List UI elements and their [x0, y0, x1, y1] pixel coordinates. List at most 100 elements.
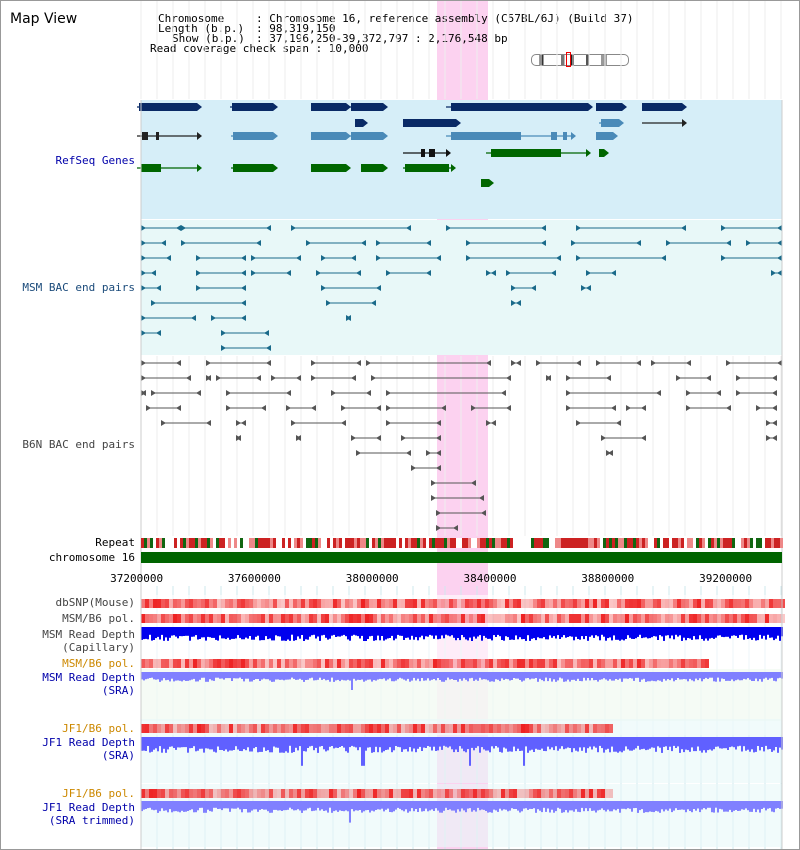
- depth-bar: [595, 627, 597, 636]
- track-label-dbsnp[interactable]: dbSNP(Mouse): [55, 596, 135, 609]
- depth-bar: [187, 801, 189, 811]
- heat-cell: [729, 614, 733, 623]
- depth-bar: [681, 801, 683, 810]
- depth-bar: [603, 627, 605, 637]
- depth-bar: [141, 627, 143, 640]
- bac-end: [236, 435, 241, 441]
- depth-bar: [195, 737, 197, 752]
- depth-bar: [569, 801, 571, 811]
- depth-bar: [243, 672, 245, 682]
- repeat-segment: [513, 538, 516, 548]
- depth-bar: [317, 672, 319, 680]
- depth-bar: [557, 627, 559, 636]
- depth-bar: [223, 801, 225, 809]
- heat-cell: [465, 724, 469, 733]
- depth-bar: [291, 737, 293, 753]
- heat-cell: [465, 599, 469, 608]
- depth-bar: [611, 627, 613, 641]
- heat-cell: [349, 599, 353, 608]
- depth-bar: [453, 672, 455, 680]
- depth-bar: [317, 627, 319, 637]
- depth-bar: [363, 672, 365, 682]
- depth-bar: [421, 672, 423, 678]
- heat-cell: [461, 789, 465, 798]
- depth-bar: [229, 672, 231, 679]
- heat-cell: [505, 659, 509, 668]
- repeat-segment: [384, 538, 387, 548]
- repeat-track[interactable]: [141, 538, 783, 548]
- heat-cell: [185, 724, 189, 733]
- depth-bar: [735, 801, 737, 810]
- depth-bar: [763, 627, 765, 636]
- track-label-msm-depth-sra[interactable]: MSM Read Depth: [42, 671, 135, 684]
- heat-cell: [253, 599, 257, 608]
- depth-bar: [217, 801, 219, 809]
- depth-bar: [315, 737, 317, 748]
- depth-bar: [571, 672, 573, 680]
- repeat-segment: [780, 538, 783, 548]
- depth-bar: [401, 737, 403, 752]
- depth-bar: [177, 672, 179, 681]
- track-label-msm-depth-capillary[interactable]: MSM Read Depth: [42, 628, 135, 641]
- track-label-msm-b6-pol-sra[interactable]: MSM/B6 pol.: [62, 657, 135, 670]
- heat-cell: [601, 599, 605, 608]
- depth-bar: [387, 801, 389, 809]
- depth-bar: [687, 737, 689, 751]
- depth-bar: [463, 627, 465, 638]
- depth-bar: [633, 672, 635, 681]
- track-label-jf1-b6-pol[interactable]: JF1/B6 pol.: [62, 722, 135, 735]
- track-label-msm-bac[interactable]: MSM BAC end pairs: [22, 281, 135, 294]
- heat-cell: [213, 614, 217, 623]
- depth-bar: [151, 672, 153, 678]
- depth-bar: [485, 801, 487, 811]
- depth-bar: [225, 737, 227, 750]
- repeat-segment: [750, 538, 753, 548]
- repeat-segment: [198, 538, 201, 548]
- heat-cell: [569, 599, 573, 608]
- repeat-segment: [201, 538, 204, 548]
- depth-bar: [615, 672, 617, 679]
- depth-bar: [769, 801, 771, 809]
- track-label-jf1-depth-sra[interactable]: JF1 Read Depth: [42, 736, 135, 749]
- depth-bar: [439, 737, 441, 747]
- heat-cell: [573, 789, 577, 798]
- depth-bar: [731, 801, 733, 813]
- heat-cell: [461, 614, 465, 623]
- depth-bar: [471, 672, 473, 678]
- heat-cell: [625, 614, 629, 623]
- track-label-msm-b6-pol[interactable]: MSM/B6 pol.: [62, 612, 135, 625]
- chromosome-bar[interactable]: [141, 552, 782, 563]
- repeat-segment: [342, 538, 345, 548]
- bac-end: [311, 375, 316, 381]
- bac-end: [661, 255, 666, 261]
- depth-bar: [321, 627, 323, 636]
- depth-bar: [659, 737, 661, 748]
- heat-cell: [477, 599, 481, 608]
- length-value: : 98,319,150: [256, 22, 336, 35]
- heat-cell: [401, 724, 405, 733]
- repeat-segment: [279, 538, 282, 548]
- gene-arrow: [197, 132, 202, 140]
- depth-bar: [347, 737, 349, 753]
- track-label-refseq[interactable]: RefSeq Genes: [55, 154, 135, 167]
- depth-bar: [617, 801, 619, 809]
- depth-bar: [179, 627, 181, 637]
- depth-bar: [391, 737, 393, 753]
- depth-bar: [641, 672, 643, 680]
- depth-bar: [639, 737, 641, 750]
- track-label-jf1-b6-pol-2[interactable]: JF1/B6 pol.: [62, 787, 135, 800]
- heat-cell: [673, 599, 677, 608]
- bac-end: [576, 255, 581, 261]
- depth-bar: [169, 627, 171, 638]
- track-label-b6n-bac[interactable]: B6N BAC end pairs: [22, 438, 135, 451]
- depth-bar: [613, 737, 615, 752]
- depth-bar: [779, 672, 781, 678]
- heat-cell: [353, 789, 357, 798]
- depth-bar: [233, 627, 235, 639]
- heat-cell: [349, 789, 353, 798]
- depth-bar: [277, 672, 279, 680]
- heat-cell: [509, 599, 513, 608]
- track-label-jf1-depth-trimmed[interactable]: JF1 Read Depth: [42, 801, 135, 814]
- heat-cell: [653, 614, 657, 623]
- heat-cell: [525, 789, 529, 798]
